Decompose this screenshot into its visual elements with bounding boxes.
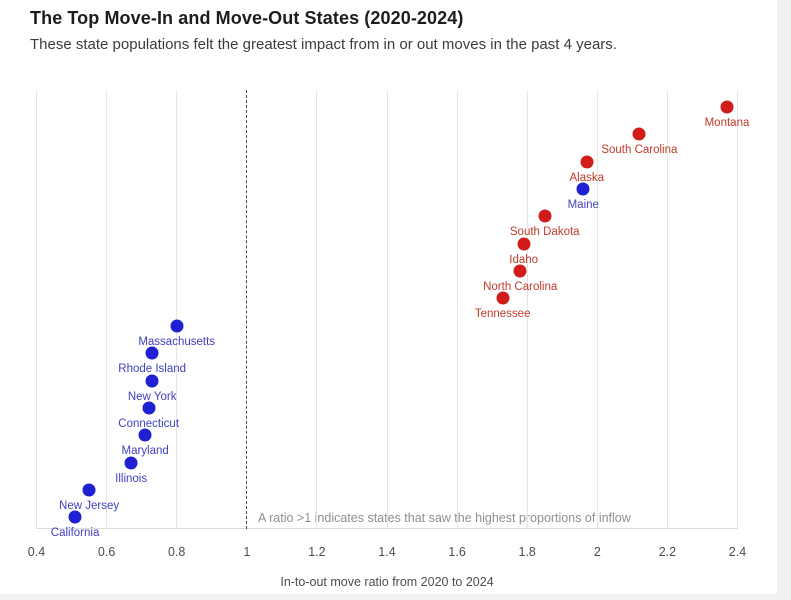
reference-annotation: A ratio >1 indicates states that saw the… [258,511,631,525]
data-point-dot[interactable] [513,264,527,278]
data-point-dot[interactable] [496,291,510,305]
gridline [596,90,598,529]
data-point-label: Maryland [121,445,169,458]
gridline [106,90,108,529]
gridline [386,90,388,529]
data-point-dot[interactable] [82,483,96,497]
gridline [456,90,458,529]
data-point-label: Montana [704,117,750,129]
chart-header: The Top Move-In and Move-Out States (202… [30,8,760,53]
data-point-dot[interactable] [68,510,82,524]
x-tick-label: 0.6 [97,545,116,559]
page-subtitle: These state populations felt the greates… [30,36,617,53]
data-point-label: New York [127,390,177,403]
gridline [316,90,318,529]
gridline [737,90,738,529]
data-point-dot[interactable] [138,428,152,442]
data-point-label: Rhode Island [118,363,187,376]
data-point-label: Maine [567,199,599,212]
x-tick-label: 0.8 [167,545,186,559]
x-tick-label: 2 [593,545,601,559]
data-point-dot[interactable] [632,127,646,141]
data-point-dot[interactable] [538,209,552,223]
gridline [36,90,37,529]
data-point-dot[interactable] [517,237,531,251]
data-point-dot[interactable] [720,100,734,114]
data-point-dot[interactable] [576,182,590,196]
page-title: The Top Move-In and Move-Out States (202… [30,8,464,28]
gridline [176,90,178,529]
x-tick-label: 1.2 [308,545,326,559]
x-tick-label: 2.4 [728,545,747,559]
data-point-dot[interactable] [142,401,156,415]
data-point-dot[interactable] [145,374,159,387]
data-point-label: South Carolina [601,144,678,157]
data-point-dot[interactable] [124,456,138,470]
data-point-dot[interactable] [145,346,159,360]
data-point-label: Idaho [509,253,539,266]
data-point-dot[interactable] [170,319,184,333]
data-point-label: Massachusetts [138,335,216,348]
data-point-label: North Carolina [483,281,558,294]
data-point-label: Connecticut [118,417,180,430]
x-axis-title: In-to-out move ratio from 2020 to 2024 [280,575,494,589]
x-tick-label: 1.6 [448,545,466,559]
x-tick-label: 0.4 [27,545,46,559]
scatter-plot: A ratio >1 indicates states that saw the… [27,90,750,589]
data-point-label: New Jersey [59,499,120,512]
data-point-dot[interactable] [580,155,594,169]
gridline [666,90,668,529]
chart-card: The Top Move-In and Move-Out States (202… [0,0,777,594]
data-point-label: South Dakota [509,226,580,239]
data-point-label: Illinois [115,472,148,485]
x-tick-label: 1 [243,545,251,559]
x-tick-label: 1.4 [378,545,396,559]
x-tick-label: 2.2 [658,545,677,559]
data-point-label: Tennessee [474,308,531,321]
gridline [526,90,528,529]
reference-line-ratio-1 [246,90,248,529]
x-tick-label: 1.8 [518,545,536,559]
data-point-label: Alaska [569,171,605,184]
data-point-label: California [50,527,100,540]
